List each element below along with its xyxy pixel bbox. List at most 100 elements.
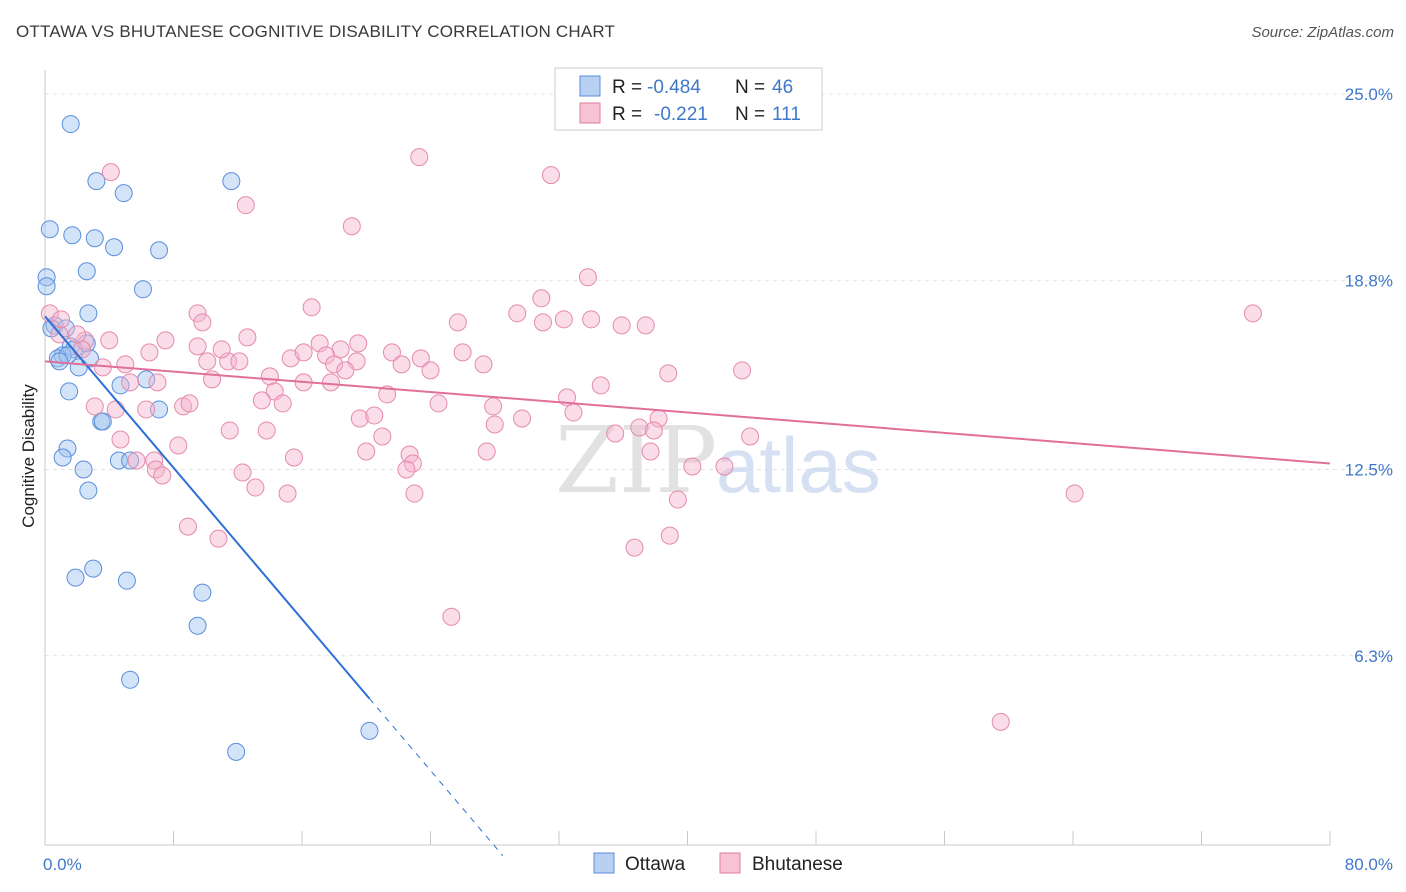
bhutanese-point [321, 373, 340, 392]
bhutanese-point [357, 442, 376, 461]
bhutanese-legend-swatch [579, 102, 601, 124]
bhutanese-point [100, 331, 119, 350]
ottawa-point [150, 241, 169, 260]
bhutanese-point [238, 328, 257, 347]
ottawa-point [193, 583, 212, 602]
bhutanese-point [606, 424, 625, 443]
legend-ottawa-label: Ottawa [625, 854, 686, 875]
chart-source: Source: ZipAtlas.com [1251, 24, 1394, 41]
bhutanese-point [382, 343, 401, 362]
bhutanese-point [541, 166, 560, 185]
ottawa-point [121, 451, 140, 470]
bhutanese-point [148, 373, 167, 392]
data-points [37, 115, 1262, 761]
bhutanese-point [260, 367, 279, 386]
bhutanese-point [484, 397, 503, 416]
bhutanese-trend-line [44, 360, 1331, 465]
bhutanese-point [508, 304, 527, 323]
bhutanese-point [554, 310, 573, 329]
bhutanese-point [236, 196, 255, 215]
bhutanese-point [612, 316, 631, 335]
bhutanese-point [193, 313, 212, 332]
bhutanese-point [668, 490, 687, 509]
bhutanese-point [991, 712, 1010, 731]
bhutanese-point [636, 316, 655, 335]
bhutanese-point [578, 268, 597, 287]
bhutanese-point [72, 340, 91, 359]
ottawa-point [66, 568, 85, 587]
bhutanese-point [302, 298, 321, 317]
bhutanese-point [145, 451, 164, 470]
bhutanese-point [410, 148, 429, 167]
bhutanese-point [106, 400, 125, 419]
ottawa-point [150, 400, 169, 419]
ottawa-trend-line [44, 315, 371, 700]
ottawa-point [114, 184, 133, 203]
y-axis-label: Cognitive Disability [19, 384, 38, 528]
bhutanese-point [257, 421, 276, 440]
bhutanese-point [365, 406, 384, 425]
ottawa-n-label: N = [735, 77, 765, 98]
bhutanese-point [405, 484, 424, 503]
bhutanese-point [220, 421, 239, 440]
ottawa-n-value: 46 [772, 77, 793, 98]
bhutanese-point [453, 343, 472, 362]
bhutanese-point [421, 361, 440, 380]
bhutanese-point [111, 430, 130, 449]
ottawa-point [121, 670, 140, 689]
axes [44, 70, 1331, 846]
ottawa-point [93, 412, 112, 431]
bhutanese-point [252, 391, 271, 410]
bhutanese-point [442, 607, 461, 626]
bhutanese-point [230, 352, 249, 371]
ottawa-point [77, 262, 96, 281]
bhutanese-n-label: N = [735, 104, 765, 125]
bhutanese-point [178, 517, 197, 536]
bhutanese-point [140, 343, 159, 362]
bhutanese-point [350, 409, 369, 428]
ottawa-point [61, 115, 80, 134]
bhutanese-point [68, 325, 87, 344]
bhutanese-point [533, 313, 552, 332]
bhutanese-point [474, 355, 493, 374]
bhutanese-point [180, 394, 199, 413]
bhutanese-point [644, 421, 663, 440]
bhutanese-point [336, 361, 355, 380]
bhutanese-n-value: 111 [772, 104, 801, 125]
bhutanese-point [209, 529, 228, 548]
bhutanese-point [485, 415, 504, 434]
ottawa-point [188, 616, 207, 635]
bhutanese-point [116, 355, 135, 374]
ottawa-point [84, 559, 103, 578]
bottom-legend: Ottawa Bhutanese [593, 852, 843, 875]
y-tick-label: 25.0% [1345, 85, 1393, 104]
bhutanese-point [85, 397, 104, 416]
ottawa-point [227, 742, 246, 761]
ottawa-point [79, 304, 98, 323]
bhutanese-point [513, 409, 532, 428]
ottawa-point [222, 172, 241, 191]
bhutanese-point [625, 538, 644, 557]
bhutanese-r-value: -0.221 [654, 104, 708, 125]
ottawa-point [79, 481, 98, 500]
chart-title: OTTAWA VS BHUTANESE COGNITIVE DISABILITY… [16, 22, 616, 41]
bhutanese-point [1065, 484, 1084, 503]
y-tick-label: 12.5% [1345, 461, 1393, 480]
bhutanese-point [246, 478, 265, 497]
bhutanese-point [373, 427, 392, 446]
ottawa-point [105, 238, 124, 257]
bhutanese-point [127, 451, 146, 470]
gridlines [45, 93, 1392, 657]
bhutanese-point [188, 304, 207, 323]
ottawa-r-value: -0.484 [647, 77, 701, 98]
bhutanese-point [156, 331, 175, 350]
ottawa-point [133, 280, 152, 299]
ottawa-point [37, 277, 56, 296]
bhutanese-point [660, 526, 679, 545]
bhutanese-point [641, 442, 660, 461]
bhutanese-point [477, 442, 496, 461]
bhutanese-point [392, 355, 411, 374]
legend-ottawa-swatch [593, 852, 615, 874]
bhutanese-point [733, 361, 752, 380]
